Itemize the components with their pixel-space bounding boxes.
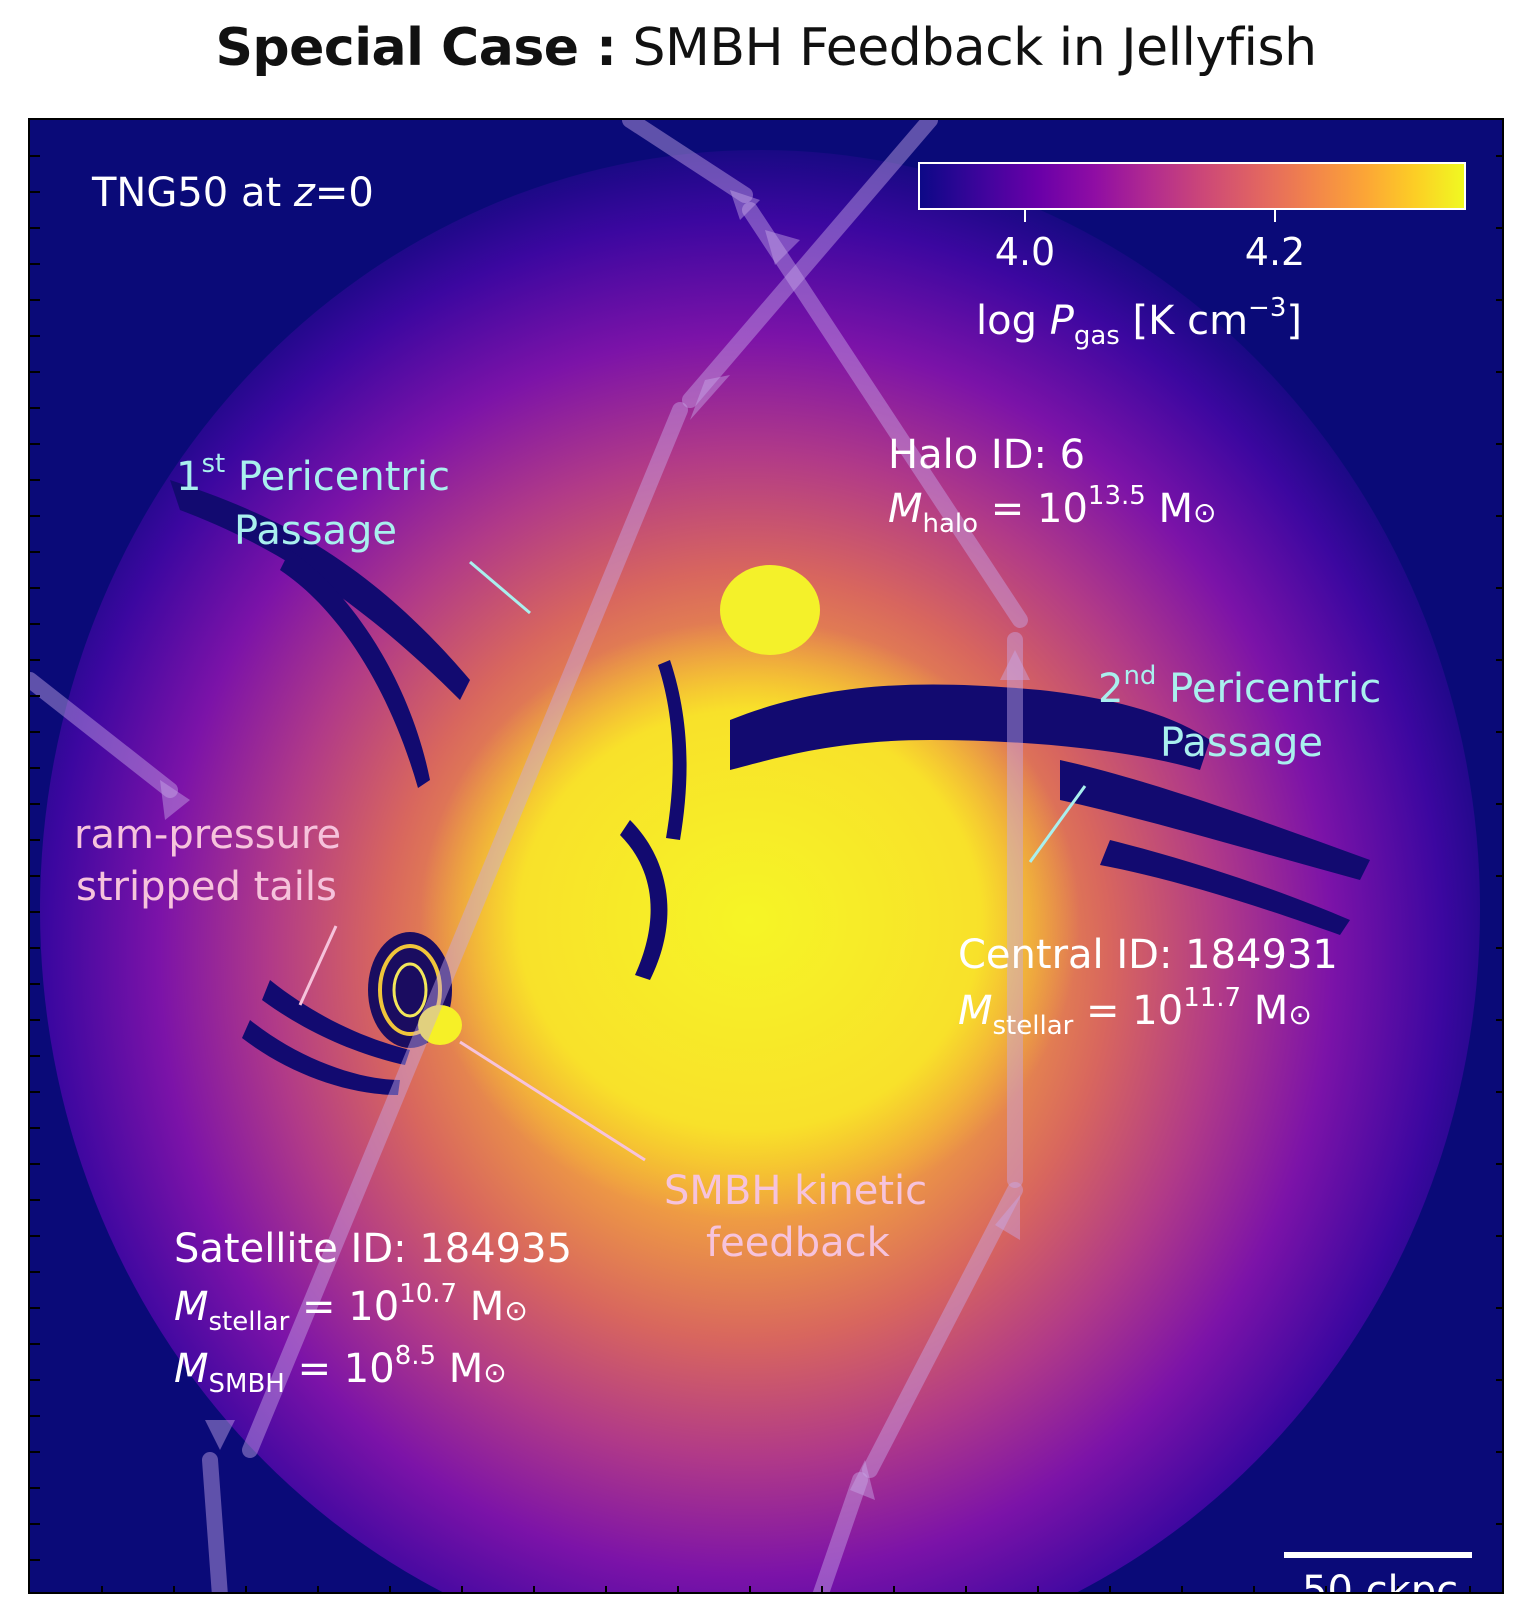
halo-m-sub: halo — [922, 509, 979, 539]
satellite-galaxy — [368, 932, 462, 1048]
peri2-word: Pericentric — [1169, 666, 1382, 712]
simulation-label: TNG50 at z=0 — [92, 166, 374, 220]
sim-eq: = — [314, 170, 349, 216]
axis-ticks — [30, 155, 1502, 1592]
sat-m2-var: M — [174, 1346, 209, 1392]
cbar-units-sup: −3 — [1248, 293, 1287, 323]
sun-symbol: ⊙ — [1193, 496, 1217, 529]
cbar-label-prefix: log — [976, 298, 1037, 344]
satellite-smbh-mass: MSMBH = 108.5 M⊙ — [174, 1342, 507, 1400]
annotation-pointers — [298, 560, 1087, 1162]
peri1-word: Pericentric — [237, 454, 450, 500]
central-m-unit: M — [1253, 988, 1289, 1034]
orbit-arrowheads — [160, 190, 1030, 1500]
cbar-units-open: [K cm — [1132, 298, 1249, 344]
colorbar-tick-label: 4.2 — [1244, 230, 1306, 274]
central-mass: Mstellar = 1011.7 M⊙ — [958, 984, 1312, 1042]
halo-id: Halo ID: 6 — [888, 432, 1086, 478]
central-m-exp: 11.7 — [1183, 983, 1242, 1013]
peri1-ordinal-sup: st — [201, 449, 226, 479]
cbar-label-var: P — [1049, 298, 1074, 344]
gas-filaments — [170, 480, 1370, 1095]
satellite-id: Satellite ID: 184935 — [174, 1226, 573, 1272]
hot-bubble — [720, 565, 820, 655]
figure-title: Special Case : SMBH Feedback in Jellyfis… — [0, 18, 1532, 78]
cbar-units-close: ] — [1286, 298, 1302, 344]
halo-m-var: M — [888, 486, 923, 532]
colorbar — [918, 162, 1466, 210]
colorbar-tick-4-0 — [1024, 210, 1026, 222]
peri2-ordinal-sup: nd — [1123, 661, 1157, 691]
central-id: Central ID: 184931 — [958, 932, 1338, 978]
pericentric-2-line2: Passage — [1160, 720, 1324, 766]
scale-bar-label: 50 ckpc — [1302, 1568, 1459, 1594]
smbh-feedback-label: SMBH kinetic — [664, 1168, 928, 1214]
colorbar-tick-4-2 — [1274, 210, 1276, 222]
pericentric-1-label: 1st Pericentric — [176, 450, 450, 504]
sat-m1-var: M — [174, 1284, 209, 1330]
halo-m-eq: = 10 — [990, 486, 1088, 532]
ram-pressure-line2: stripped tails — [76, 864, 337, 910]
smbh-feedback-line2: feedback — [706, 1220, 890, 1266]
sat-m2-exp: 8.5 — [394, 1341, 437, 1371]
sat-m1-unit: M — [469, 1284, 505, 1330]
sat-m1-exp: 10.7 — [399, 1279, 458, 1309]
sat-m1-sub: stellar — [208, 1307, 290, 1337]
pressure-map-panel: TNG50 at z=0 4.0 4.2 log Pgas [K cm−3] H… — [28, 118, 1504, 1594]
colorbar-label: log Pgas [K cm−3] — [976, 293, 1302, 351]
pressure-map-image — [30, 120, 1502, 1592]
halo-m-exp: 13.5 — [1087, 481, 1146, 511]
sim-prefix: TNG50 at — [92, 170, 282, 216]
central-m-var: M — [958, 988, 993, 1034]
scale-bar — [1284, 1552, 1472, 1558]
halo-m-unit: M — [1158, 486, 1194, 532]
sun-symbol: ⊙ — [504, 1294, 528, 1327]
sat-m1-eq: = 10 — [302, 1284, 400, 1330]
sim-var: z — [293, 170, 315, 216]
sun-symbol: ⊙ — [483, 1356, 507, 1389]
ram-pressure-label: ram-pressure — [74, 812, 342, 858]
satellite-stellar-mass: Mstellar = 1010.7 M⊙ — [174, 1280, 528, 1338]
sat-m2-unit: M — [448, 1346, 484, 1392]
orbit-trajectory — [30, 120, 1028, 1592]
hot-core — [420, 620, 1080, 1220]
sat-m2-sub: SMBH — [208, 1369, 285, 1399]
pericentric-1-line2: Passage — [234, 508, 398, 554]
peri1-ordinal: 1 — [176, 454, 202, 500]
title-bold: Special Case : — [215, 18, 617, 78]
colorbar-tick-label: 4.0 — [994, 230, 1056, 274]
cbar-label-sub: gas — [1073, 321, 1120, 351]
pericentric-2-label: 2nd Pericentric — [1098, 662, 1381, 716]
halo-mass: Mhalo = 1013.5 M⊙ — [888, 482, 1217, 540]
title-rest: SMBH Feedback in Jellyfish — [632, 18, 1317, 78]
sun-symbol: ⊙ — [1288, 998, 1312, 1031]
sim-value: 0 — [348, 170, 374, 216]
central-m-sub: stellar — [992, 1011, 1074, 1041]
central-m-eq: = 10 — [1086, 988, 1184, 1034]
sat-m2-eq: = 10 — [297, 1346, 395, 1392]
peri2-ordinal: 2 — [1098, 666, 1124, 712]
